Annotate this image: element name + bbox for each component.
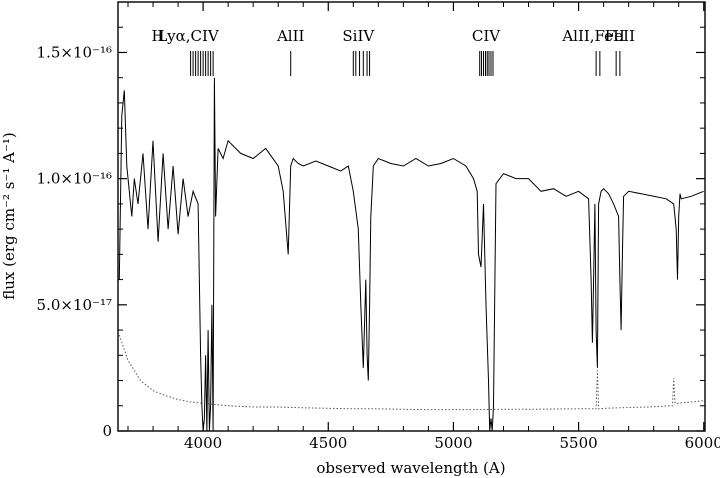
line-id-label: AlII [276,27,305,45]
x-tick-label: 5500 [559,434,597,452]
x-tick-label: 5000 [434,434,472,452]
x-tick-label: 4500 [309,434,347,452]
line-id-label: AlII,FeII [561,27,625,45]
plot-area [118,77,704,432]
line-id-label: SiIV [342,27,375,45]
flux-spectrum-line [118,77,704,432]
y-tick-label: 1.0×10⁻¹⁶ [37,170,112,188]
x-tick-label: 6000 [685,434,720,452]
x-axis-title: observed wavelength (A) [316,459,505,477]
line-id-label: CIV [472,27,501,45]
line-id-label: Lyα,CIV [157,27,219,45]
y-axis-title: flux (erg cm⁻² s⁻¹ A⁻¹) [0,132,18,300]
y-tick-label: 0 [102,422,112,440]
line-id-label: FeII [605,27,635,45]
x-tick-label: 4000 [184,434,222,452]
axis-ticks: 4000 4500 5000 5500 6000 0 5.0×10⁻¹⁷ 1.0×10⁻¹⁶ 1… [37,1,720,452]
plot-frame [117,1,706,432]
line-id-label: H [152,27,165,45]
y-tick-label: 1.5×10⁻¹⁶ [37,43,112,61]
y-tick-label: 5.0×10⁻¹⁷ [37,296,112,314]
